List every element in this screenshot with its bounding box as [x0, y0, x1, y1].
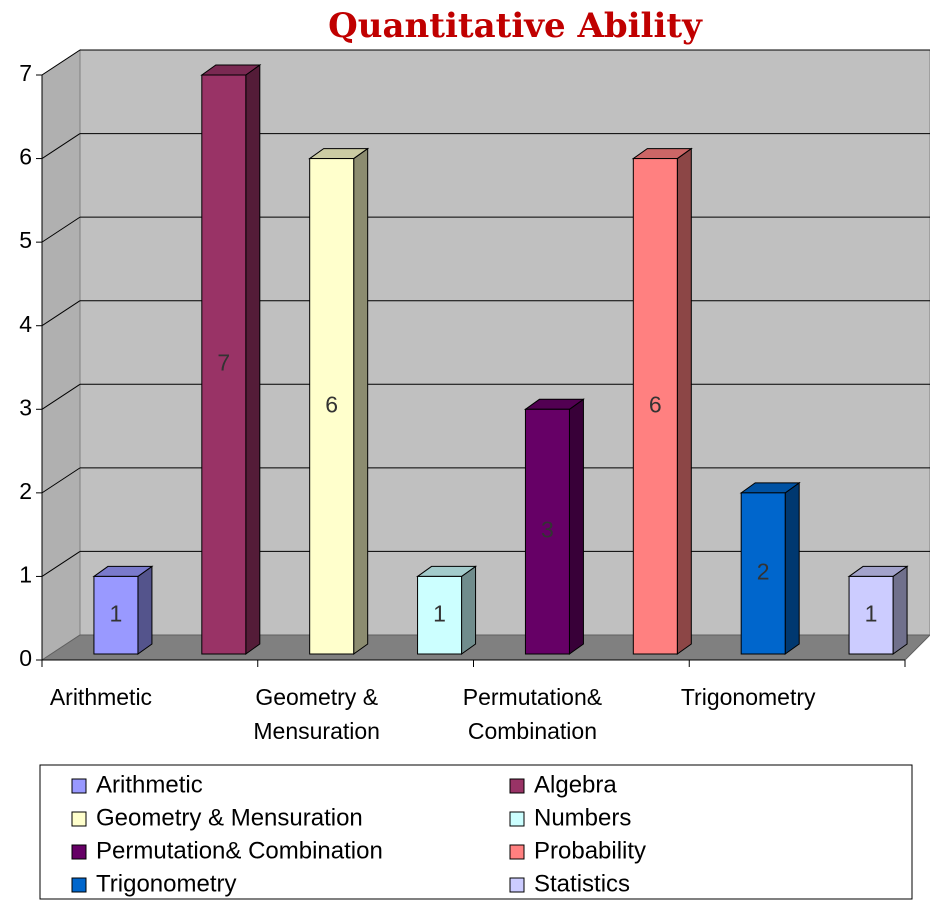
bar-front — [632, 158, 678, 655]
legend-swatch — [71, 811, 87, 827]
bar-side — [245, 64, 261, 655]
bar: 3 — [523, 398, 585, 655]
grid-line — [41, 49, 81, 76]
grid-line — [41, 551, 81, 577]
bar: 1 — [416, 565, 478, 655]
bar: 6 — [308, 147, 370, 655]
data-label: 1 — [110, 600, 123, 626]
data-label: 2 — [757, 559, 770, 585]
legend-swatch — [71, 778, 87, 794]
data-label: 6 — [649, 391, 662, 417]
legend-swatch — [71, 844, 87, 860]
grid-line — [41, 467, 81, 494]
legend-label: Algebra — [534, 771, 617, 798]
x-tick-label: Arithmetic — [49, 684, 153, 710]
grid-line — [41, 133, 81, 159]
x-tick-label: Trigonometry — [680, 684, 816, 710]
legend-label: Probability — [534, 837, 646, 864]
bar-side — [676, 147, 692, 655]
x-tick-label: Permutation& Combination — [462, 684, 603, 744]
y-tick-label: 1 — [19, 562, 32, 588]
data-label: 3 — [541, 517, 554, 543]
y-tick-label: 4 — [19, 311, 32, 337]
legend-label: Permutation& Combination — [96, 837, 383, 864]
bar-side — [568, 398, 584, 655]
legend-swatch — [71, 877, 87, 893]
y-tick-label: 0 — [19, 645, 32, 671]
legend-label: Numbers — [534, 804, 631, 831]
grid-line — [41, 300, 81, 327]
data-label: 6 — [325, 391, 338, 417]
bar-side — [353, 147, 369, 655]
grid-line — [41, 383, 81, 410]
legend-label: Geometry & Mensuration — [96, 804, 363, 831]
bar: 2 — [739, 481, 801, 655]
bar: 6 — [631, 147, 693, 655]
legend-swatch — [509, 844, 525, 860]
data-label: 1 — [433, 600, 446, 626]
legend-swatch — [509, 811, 525, 827]
bar-front — [309, 158, 355, 655]
legend-swatch — [509, 778, 525, 794]
y-tick-label: 5 — [19, 227, 32, 253]
bar-front — [740, 492, 786, 655]
legend-label: Trigonometry — [96, 870, 236, 897]
y-tick-label: 3 — [19, 394, 32, 420]
x-tick-label: Geometry & Mensuration — [253, 684, 380, 744]
y-tick-label: 6 — [19, 144, 32, 170]
chart-title: Quantitative Ability — [328, 6, 703, 46]
bar-side — [892, 565, 908, 655]
legend-swatch — [509, 877, 525, 893]
bar-front — [524, 408, 570, 655]
legend-label: Arithmetic — [96, 771, 203, 798]
bar: 1 — [92, 565, 154, 655]
bar: 7 — [200, 64, 262, 655]
bar-front — [417, 575, 463, 655]
legend-box — [39, 764, 913, 900]
bar-front — [848, 575, 894, 655]
bar-front — [93, 575, 139, 655]
data-label: 7 — [217, 350, 230, 376]
legend-label: Statistics — [534, 870, 630, 897]
grid-line — [41, 216, 81, 243]
side-wall — [41, 49, 81, 661]
y-tick-label: 2 — [19, 478, 32, 504]
bar-front — [201, 74, 247, 655]
data-label: 1 — [865, 600, 878, 626]
bar-side — [461, 565, 477, 655]
y-tick-label: 7 — [19, 60, 32, 86]
bar: 1 — [847, 565, 909, 655]
bar-side — [137, 565, 153, 655]
bar-side — [784, 481, 800, 655]
